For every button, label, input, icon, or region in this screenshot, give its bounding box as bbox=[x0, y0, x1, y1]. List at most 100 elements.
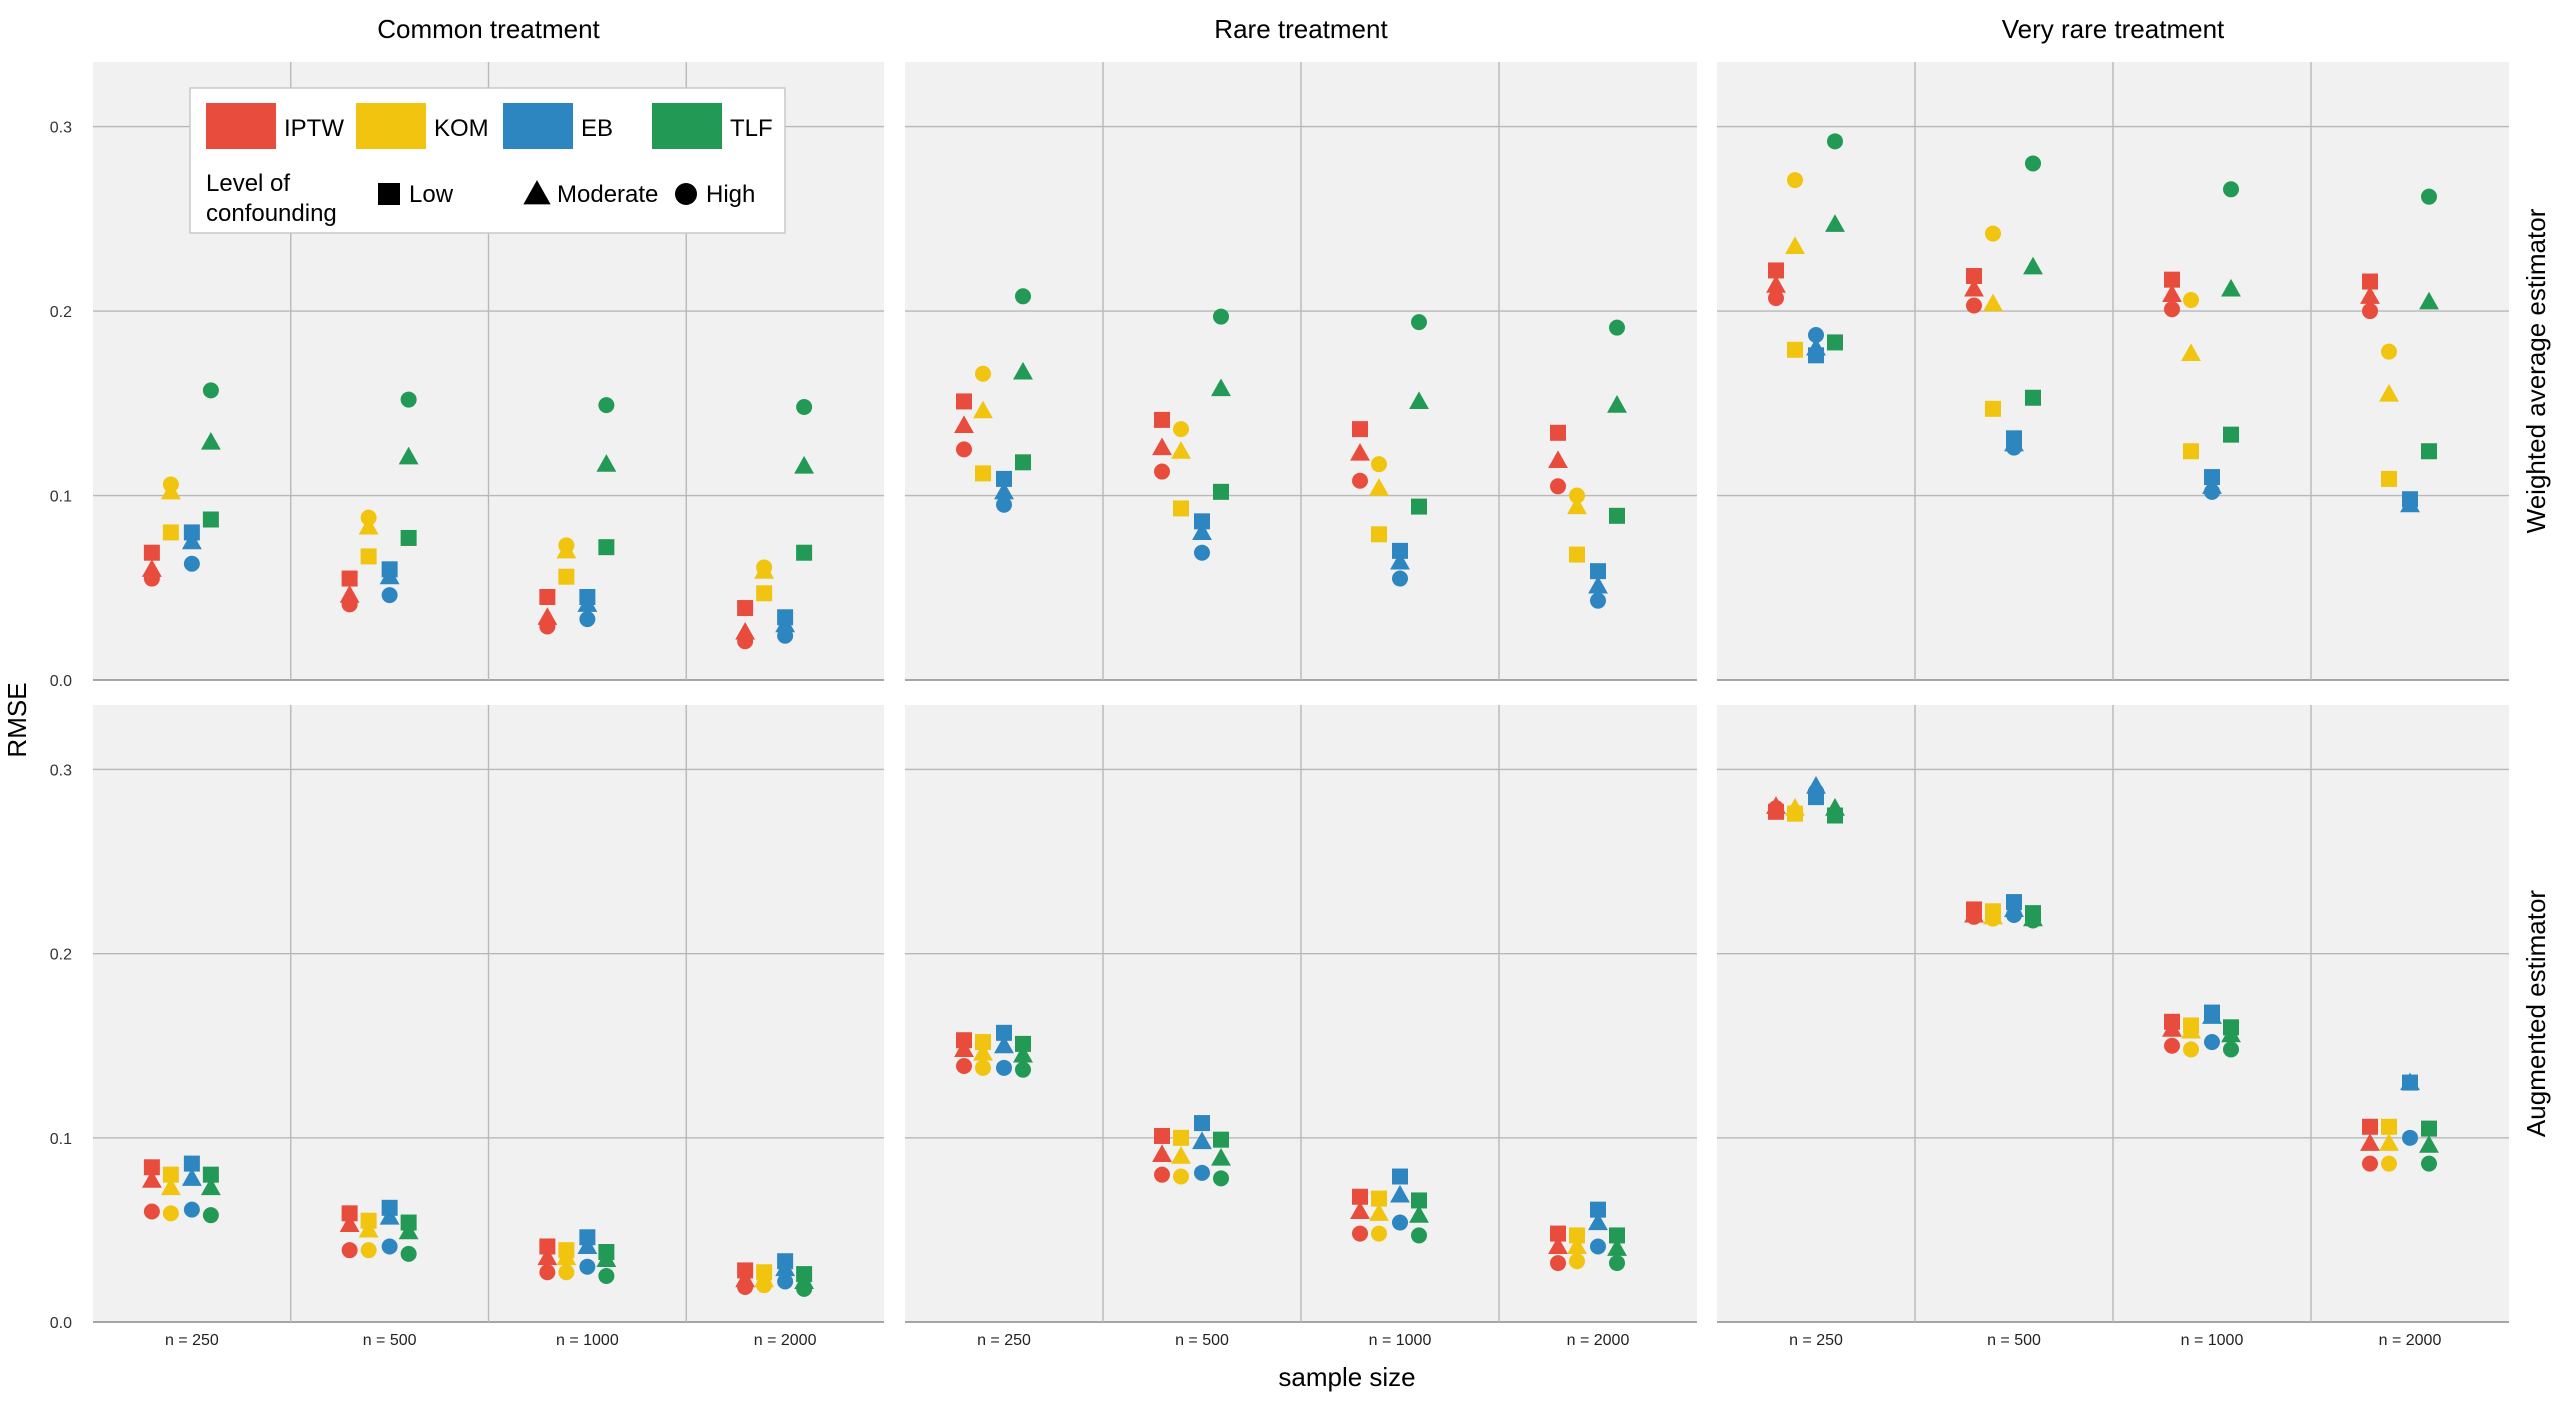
data-point-tlf-moderate bbox=[2023, 256, 2043, 275]
legend-shape-low bbox=[378, 183, 400, 205]
data-point-eb-high bbox=[381, 1238, 398, 1255]
data-point-iptw-moderate bbox=[2162, 1019, 2182, 1037]
data-point-kom-moderate bbox=[1785, 236, 1805, 255]
data-point-kom-high bbox=[1985, 910, 2001, 927]
data-point-eb-high bbox=[1590, 592, 1606, 609]
legend-label-moderate: Moderate bbox=[557, 181, 658, 208]
data-point-eb-moderate bbox=[775, 614, 796, 633]
data-point-eb-high bbox=[2402, 493, 2418, 510]
data-point-tlf-moderate bbox=[1013, 1044, 1033, 1063]
data-point-eb-high bbox=[1808, 783, 1824, 800]
data-point-kom-low bbox=[2381, 1118, 2397, 1135]
data-point-kom-moderate bbox=[1171, 1146, 1191, 1164]
data-point-tlf-high bbox=[1411, 1227, 1427, 1244]
data-point-tlf-high bbox=[1213, 1170, 1229, 1187]
data-point-eb-high bbox=[579, 611, 596, 628]
data-point-kom-moderate bbox=[973, 1043, 993, 1061]
data-point-iptw-moderate bbox=[2360, 286, 2380, 304]
facet-title-1: Rare treatment bbox=[1214, 14, 1388, 44]
data-point-iptw-low bbox=[737, 600, 754, 617]
data-point-kom-high bbox=[2183, 291, 2199, 308]
y-tick-label: 0.3 bbox=[50, 762, 72, 779]
x-tick-label: n = 250 bbox=[1789, 1332, 1843, 1349]
data-point-kom-low bbox=[360, 548, 377, 565]
panels-layer bbox=[93, 62, 2509, 1323]
data-point-eb-moderate bbox=[1192, 1131, 1212, 1150]
data-point-iptw-low bbox=[1352, 421, 1368, 438]
data-point-tlf-high bbox=[400, 391, 417, 408]
data-point-tlf-moderate bbox=[1013, 361, 1033, 380]
data-point-kom-high bbox=[162, 1205, 179, 1222]
data-point-eb-low bbox=[1392, 1168, 1408, 1185]
data-point-tlf-high bbox=[1609, 319, 1625, 336]
data-point-tlf-moderate bbox=[1825, 214, 1845, 232]
data-point-eb-high bbox=[2204, 483, 2220, 500]
data-point-kom-low bbox=[1173, 1129, 1189, 1146]
data-point-eb-moderate bbox=[994, 481, 1014, 500]
data-point-kom-moderate bbox=[1369, 1203, 1389, 1221]
data-point-eb-high bbox=[183, 555, 200, 572]
legend-key-kom bbox=[356, 103, 426, 149]
legend-label-iptw: IPTW bbox=[284, 115, 344, 142]
legend-label-low: Low bbox=[409, 181, 454, 208]
data-point-eb-high bbox=[1392, 1214, 1408, 1231]
data-point-eb-moderate bbox=[1588, 575, 1608, 594]
data-point-eb-moderate bbox=[577, 1236, 598, 1255]
data-point-iptw-low bbox=[1154, 1127, 1170, 1144]
data-point-eb-high bbox=[1392, 570, 1408, 587]
data-point-tlf-high bbox=[1015, 1061, 1031, 1078]
data-point-tlf-high bbox=[1213, 308, 1229, 325]
data-point-iptw-high bbox=[539, 618, 556, 635]
data-point-tlf-low bbox=[598, 539, 615, 556]
data-point-tlf-high bbox=[1827, 133, 1843, 150]
y-tick-label: 0.1 bbox=[50, 1131, 72, 1148]
x-tick-label: n = 250 bbox=[977, 1332, 1031, 1349]
data-point-iptw-high bbox=[341, 596, 358, 613]
data-point-kom-high bbox=[1173, 421, 1189, 438]
legend-label-eb: EB bbox=[581, 115, 613, 142]
data-point-tlf-moderate bbox=[794, 455, 815, 474]
data-point-iptw-moderate bbox=[954, 415, 974, 433]
data-point-iptw-moderate bbox=[2162, 284, 2182, 303]
data-point-kom-low bbox=[975, 1034, 991, 1051]
data-point-kom-high bbox=[1787, 803, 1803, 820]
data-point-tlf-high bbox=[202, 1207, 219, 1224]
x-tick-label: n = 2000 bbox=[2379, 1332, 2442, 1349]
data-point-tlf-high bbox=[2421, 1155, 2437, 1172]
row-strip-label-1: Augmented estimator bbox=[2521, 890, 2551, 1137]
data-point-iptw-high bbox=[1352, 472, 1368, 489]
data-point-eb-moderate bbox=[994, 1035, 1014, 1054]
data-point-iptw-low bbox=[1550, 1225, 1566, 1242]
data-point-eb-moderate bbox=[1390, 1184, 1410, 1203]
data-point-iptw-low bbox=[143, 544, 160, 561]
data-point-iptw-moderate bbox=[2360, 1133, 2380, 1151]
data-point-iptw-moderate bbox=[1350, 1201, 1370, 1220]
data-point-tlf-high bbox=[1609, 1255, 1625, 1272]
data-point-eb-high bbox=[183, 1201, 200, 1218]
data-point-tlf-high bbox=[400, 1245, 417, 1262]
data-point-iptw-high bbox=[1550, 478, 1566, 495]
data-point-kom-high bbox=[1569, 487, 1585, 504]
legend-label-high: High bbox=[706, 181, 755, 208]
legend-key-tlf bbox=[652, 103, 722, 149]
data-point-iptw-moderate bbox=[954, 1039, 974, 1057]
data-point-eb-low bbox=[1194, 1115, 1210, 1132]
data-point-eb-high bbox=[1194, 1164, 1210, 1181]
data-point-iptw-low bbox=[1966, 267, 1982, 284]
data-point-iptw-high bbox=[143, 1203, 160, 1220]
data-point-eb-high bbox=[996, 1059, 1012, 1076]
data-point-tlf-moderate bbox=[1211, 1148, 1231, 1166]
data-point-iptw-low bbox=[1550, 424, 1566, 441]
data-point-eb-high bbox=[579, 1258, 596, 1275]
y-tick-label: 0.2 bbox=[50, 304, 72, 321]
data-point-iptw-moderate bbox=[1964, 278, 1984, 297]
data-point-tlf-moderate bbox=[596, 1249, 617, 1267]
y-tick-label: 0.2 bbox=[50, 947, 72, 964]
y-tick-label: 0.1 bbox=[50, 489, 72, 506]
data-point-iptw-moderate bbox=[1548, 450, 1568, 469]
data-point-eb-high bbox=[996, 496, 1012, 513]
data-point-eb-moderate bbox=[2400, 1072, 2420, 1091]
data-point-iptw-high bbox=[341, 1242, 358, 1259]
data-point-kom-low bbox=[1371, 526, 1387, 543]
data-point-kom-low bbox=[1787, 341, 1803, 358]
